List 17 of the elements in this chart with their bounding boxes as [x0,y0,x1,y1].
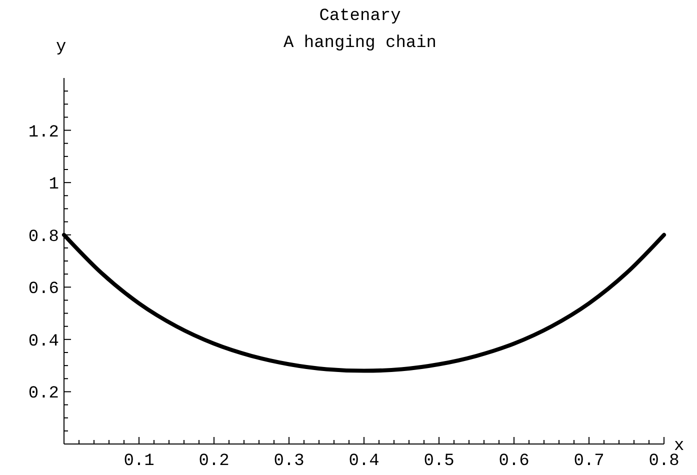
y-tick-label: 0.8 [28,228,59,247]
chart-title: Catenary [319,7,401,26]
x-tick-label: 0.7 [574,452,604,471]
y-tick-label: 0.4 [28,332,59,352]
x-tick-label: 0.4 [348,452,380,471]
x-tick-label: 0.3 [274,452,304,471]
chart-subtitle: A hanging chain [283,34,437,53]
y-axis-title: y [56,38,66,57]
x-tick-label: 0.5 [424,452,454,471]
x-tick-label: 0.6 [498,452,530,471]
y-tick-label: 0.6 [28,280,59,300]
y-tick-label: 1.2 [28,123,59,142]
x-tick-label: 0.8 [648,452,680,471]
x-tick-label: 0.2 [198,452,230,471]
y-tick-label: 1 [48,176,59,195]
x-tick-label: 0.1 [124,452,154,471]
y-tick-label: 0.2 [28,384,59,404]
